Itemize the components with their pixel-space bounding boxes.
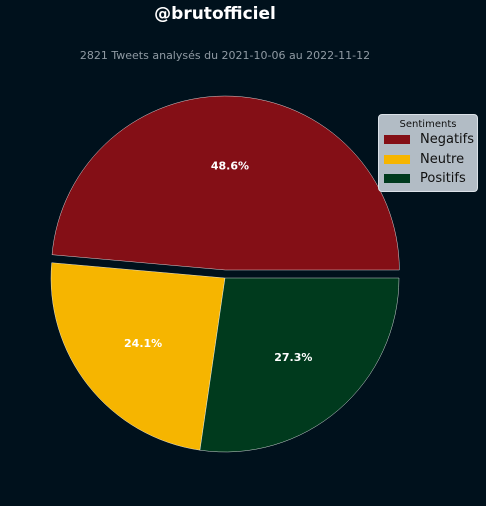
- legend-swatch: [384, 154, 410, 164]
- legend-item-positifs: Positifs: [384, 169, 477, 189]
- legend-title: Sentiments: [399, 119, 457, 130]
- pie-label-negatifs: 48.6%: [211, 160, 249, 173]
- pie-slice-negatifs: [51, 95, 400, 271]
- pie-label-positifs: 27.3%: [274, 351, 312, 364]
- pie-slice-positifs: [199, 277, 400, 453]
- chart-title: @brutofficiel: [154, 4, 276, 24]
- legend-swatch: [384, 174, 410, 184]
- legend-label: Positifs: [420, 171, 466, 187]
- legend: Sentiments Negatifs Neutre Positifs: [378, 114, 478, 192]
- pie-label-neutre: 24.1%: [124, 337, 162, 350]
- pie-slice-neutre: [50, 262, 226, 451]
- chart-subtitle: 2821 Tweets analysés du 2021-10-06 au 20…: [79, 49, 371, 62]
- legend-label: Negatifs: [420, 132, 474, 148]
- legend-swatch: [384, 135, 410, 145]
- legend-item-neutre: Neutre: [384, 150, 477, 170]
- legend-label: Neutre: [420, 151, 465, 167]
- legend-item-negatifs: Negatifs: [384, 130, 477, 150]
